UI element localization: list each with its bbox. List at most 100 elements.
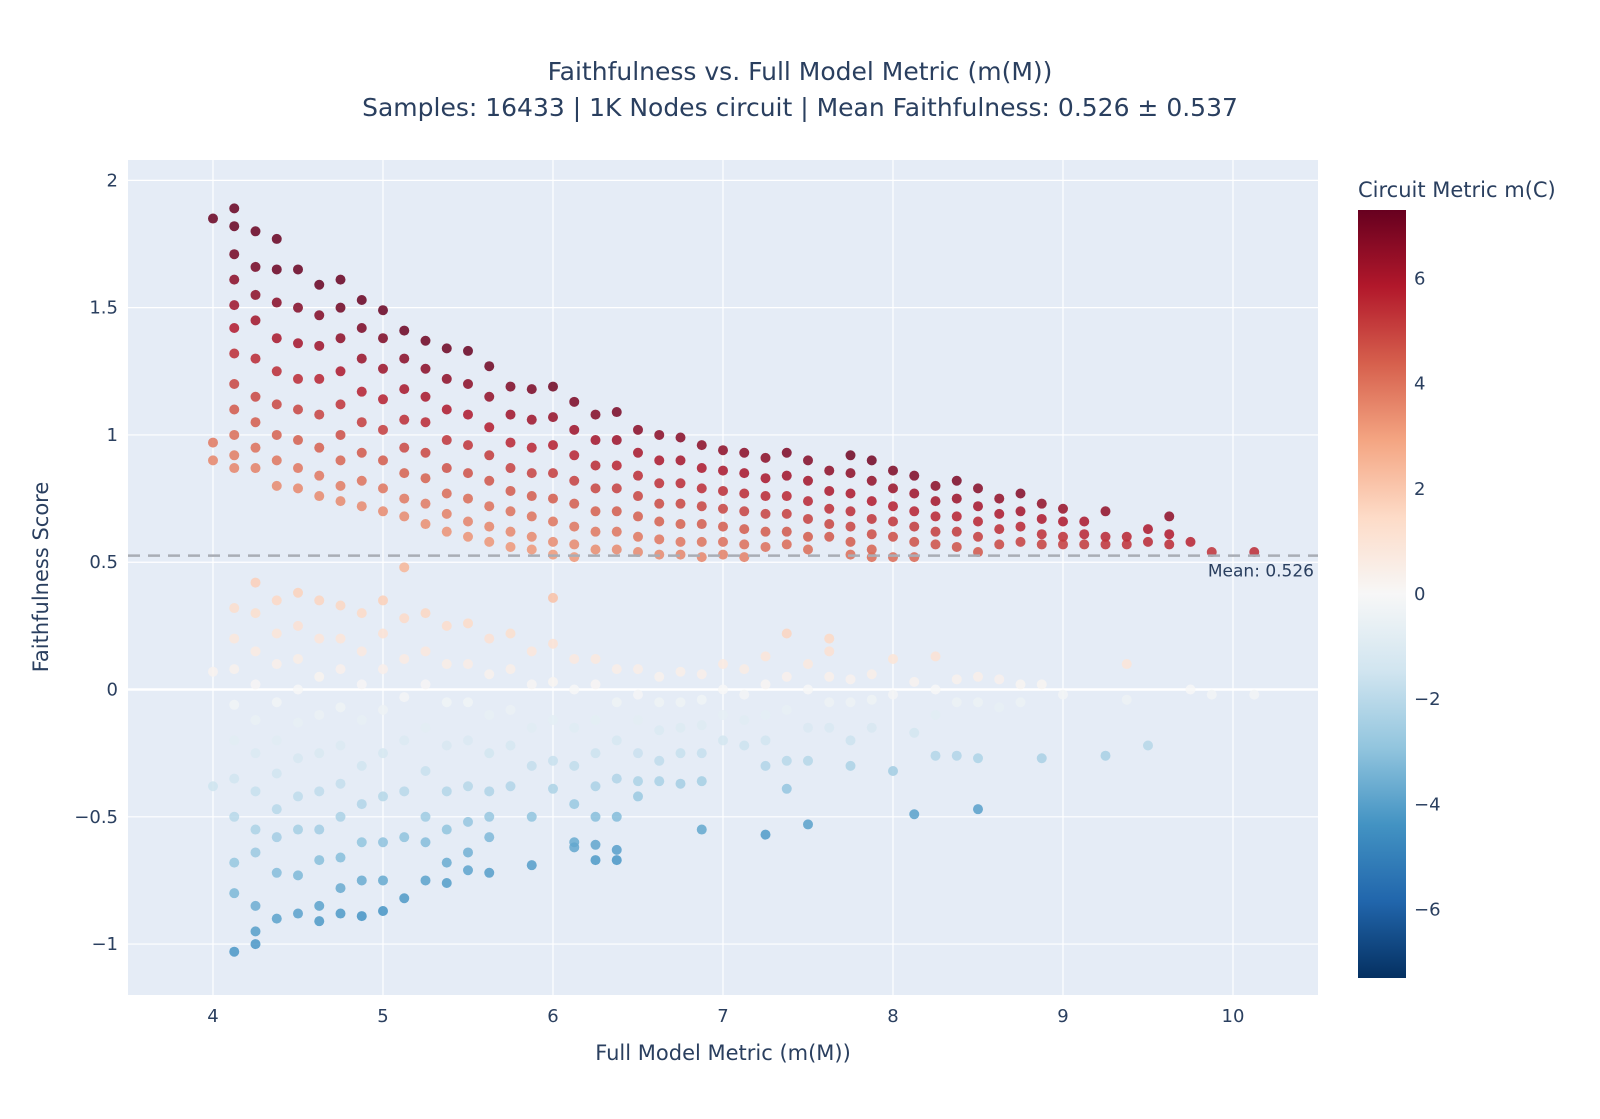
data-point[interactable] xyxy=(824,531,835,542)
data-point[interactable] xyxy=(548,381,558,392)
data-point[interactable] xyxy=(1015,697,1026,708)
data-point[interactable] xyxy=(378,483,388,494)
data-point[interactable] xyxy=(420,646,431,657)
data-point[interactable] xyxy=(271,697,282,708)
data-point[interactable] xyxy=(696,536,707,547)
data-point[interactable] xyxy=(505,628,516,639)
data-point[interactable] xyxy=(739,447,750,458)
data-point[interactable] xyxy=(356,646,367,657)
data-point[interactable] xyxy=(845,674,856,685)
data-point[interactable] xyxy=(314,786,325,797)
data-point[interactable] xyxy=(611,526,622,537)
data-point[interactable] xyxy=(293,483,303,494)
data-point[interactable] xyxy=(484,501,495,512)
data-point[interactable] xyxy=(760,452,771,463)
data-point[interactable] xyxy=(1206,689,1217,700)
data-point[interactable] xyxy=(590,460,601,471)
data-point[interactable] xyxy=(633,776,643,787)
data-point[interactable] xyxy=(760,526,771,537)
data-point[interactable] xyxy=(696,748,707,759)
data-point[interactable] xyxy=(293,791,303,802)
data-point[interactable] xyxy=(909,521,920,532)
data-point[interactable] xyxy=(271,297,282,308)
data-point[interactable] xyxy=(1015,488,1026,499)
data-point[interactable] xyxy=(973,671,983,682)
data-point[interactable] xyxy=(781,508,792,519)
data-point[interactable] xyxy=(654,755,665,766)
data-point[interactable] xyxy=(633,470,643,481)
data-point[interactable] xyxy=(1100,539,1111,550)
data-point[interactable] xyxy=(803,531,813,542)
data-point[interactable] xyxy=(229,300,240,311)
data-point[interactable] xyxy=(229,633,240,644)
data-point[interactable] xyxy=(399,653,410,664)
data-point[interactable] xyxy=(314,442,325,453)
data-point[interactable] xyxy=(314,633,325,644)
data-point[interactable] xyxy=(484,536,495,547)
data-point[interactable] xyxy=(441,697,452,708)
data-point[interactable] xyxy=(803,722,813,733)
data-point[interactable] xyxy=(250,261,261,272)
data-point[interactable] xyxy=(718,503,728,514)
data-point[interactable] xyxy=(675,697,686,708)
data-point[interactable] xyxy=(569,539,580,550)
data-point[interactable] xyxy=(675,455,686,466)
data-point[interactable] xyxy=(760,508,771,519)
data-point[interactable] xyxy=(526,414,537,425)
data-point[interactable] xyxy=(824,485,835,496)
data-point[interactable] xyxy=(888,765,898,776)
data-point[interactable] xyxy=(399,613,410,624)
data-point[interactable] xyxy=(441,786,452,797)
data-point[interactable] xyxy=(356,386,367,397)
data-point[interactable] xyxy=(739,715,750,726)
data-point[interactable] xyxy=(505,704,516,715)
data-point[interactable] xyxy=(356,679,367,690)
data-point[interactable] xyxy=(590,544,601,555)
data-point[interactable] xyxy=(293,620,303,631)
data-point[interactable] xyxy=(590,781,601,792)
data-point[interactable] xyxy=(675,536,686,547)
data-point[interactable] xyxy=(420,391,431,402)
data-point[interactable] xyxy=(526,544,537,555)
data-point[interactable] xyxy=(973,501,983,512)
data-point[interactable] xyxy=(271,832,282,843)
data-point[interactable] xyxy=(314,900,325,911)
data-point[interactable] xyxy=(803,513,813,524)
data-point[interactable] xyxy=(271,233,282,244)
data-point[interactable] xyxy=(314,709,325,720)
data-point[interactable] xyxy=(250,608,261,619)
data-point[interactable] xyxy=(569,653,580,664)
data-point[interactable] xyxy=(335,664,346,675)
data-point[interactable] xyxy=(951,526,962,537)
data-point[interactable] xyxy=(335,740,346,751)
data-point[interactable] xyxy=(229,888,240,899)
data-point[interactable] xyxy=(229,857,240,868)
data-point[interactable] xyxy=(399,786,410,797)
data-point[interactable] xyxy=(569,799,580,810)
data-point[interactable] xyxy=(548,715,558,726)
data-point[interactable] xyxy=(399,735,410,746)
data-point[interactable] xyxy=(569,498,580,509)
data-point[interactable] xyxy=(229,735,240,746)
data-point[interactable] xyxy=(569,475,580,486)
data-point[interactable] xyxy=(590,435,601,446)
data-point[interactable] xyxy=(484,709,495,720)
data-point[interactable] xyxy=(441,488,452,499)
data-point[interactable] xyxy=(208,213,218,224)
data-point[interactable] xyxy=(356,475,367,486)
data-point[interactable] xyxy=(569,842,580,853)
data-point[interactable] xyxy=(994,508,1005,519)
data-point[interactable] xyxy=(399,893,410,904)
data-point[interactable] xyxy=(781,526,792,537)
data-point[interactable] xyxy=(590,855,601,866)
data-point[interactable] xyxy=(484,521,495,532)
data-point[interactable] xyxy=(441,740,452,751)
data-point[interactable] xyxy=(739,552,750,563)
data-point[interactable] xyxy=(378,791,388,802)
data-point[interactable] xyxy=(696,720,707,731)
data-point[interactable] xyxy=(378,394,388,405)
data-point[interactable] xyxy=(654,455,665,466)
data-point[interactable] xyxy=(335,908,346,919)
data-point[interactable] xyxy=(1036,679,1047,690)
data-point[interactable] xyxy=(845,450,856,461)
